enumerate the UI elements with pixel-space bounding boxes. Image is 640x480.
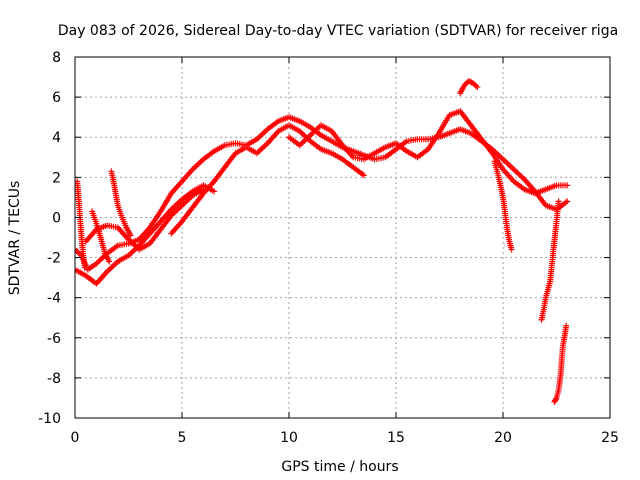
data-point [564,182,571,189]
y-tick-label: -8 [47,371,61,387]
series-track-6 [89,208,113,265]
y-tick-label: 8 [52,50,61,66]
series-track-5 [108,168,134,239]
data-series-layer [75,78,571,405]
chart-title: Day 083 of 2026, Sidereal Day-to-day VTE… [58,23,618,39]
series-track-12 [551,322,570,405]
series-track-3 [82,186,207,253]
x-tick-label: 20 [494,430,512,446]
data-point [538,316,545,323]
data-point [563,322,570,329]
plot-frame [74,56,611,419]
series-track-11 [538,198,562,323]
y-axis-label: SDTVAR / TECUs [7,181,23,296]
x-tick-label: 5 [178,430,187,446]
y-tick-label: -10 [38,411,61,427]
y-tick-label: 0 [52,210,61,226]
series-track-10 [491,158,515,253]
axis-ticks: 0 5 10 15 20 25 -10 -8 -6 -4 -2 0 2 4 6 8 [38,50,619,446]
data-point [81,264,88,271]
data-point [508,246,515,253]
data-point [564,198,571,205]
data-point [360,172,367,179]
y-tick-label: -4 [47,291,61,307]
x-tick-label: 10 [280,430,298,446]
data-point [106,258,113,265]
x-tick-label: 0 [71,430,80,446]
y-tick-label: 4 [52,130,61,146]
data-point [211,188,218,195]
x-tick-label: 25 [601,430,619,446]
x-axis-label: GPS time / hours [281,459,398,475]
series-track-1 [75,114,571,273]
y-tick-label: 6 [52,90,61,106]
y-tick-label: 2 [52,170,61,186]
y-tick-label: -6 [47,331,61,347]
data-point [474,84,481,91]
series-track-8 [286,108,571,197]
data-point [127,232,134,239]
y-tick-label: -2 [47,251,61,267]
data-point [552,396,559,403]
x-tick-label: 15 [387,430,405,446]
series-track-9 [457,78,481,97]
